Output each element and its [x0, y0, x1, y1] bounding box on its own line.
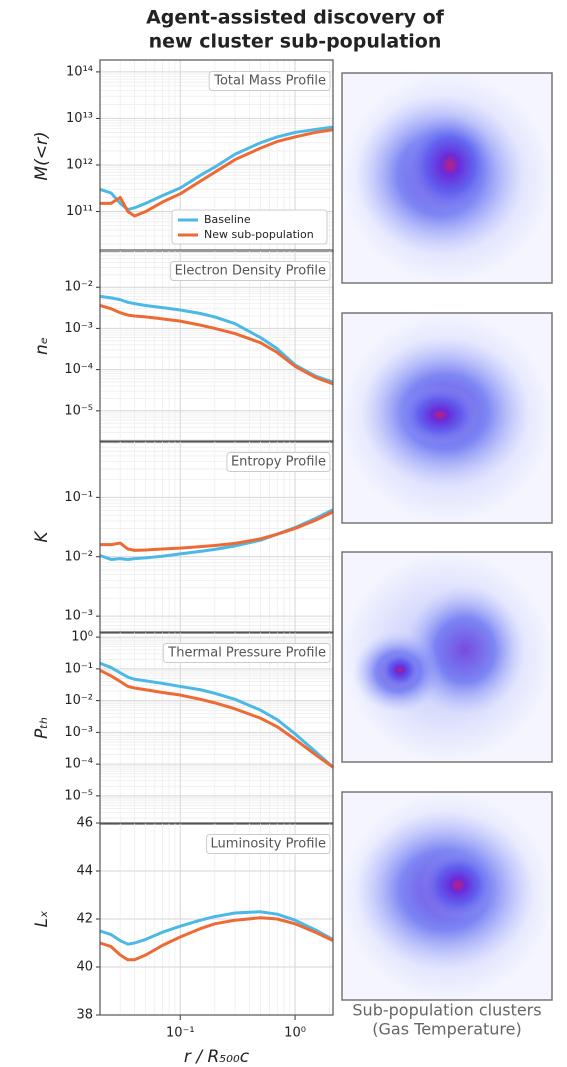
- y-tick-label: 46: [76, 816, 93, 831]
- annotation-box: [226, 452, 331, 472]
- caption: (Gas Temperature): [372, 1020, 521, 1039]
- y-tick-label: 38: [76, 1008, 93, 1023]
- annotation: Total Mass Profile: [213, 74, 326, 89]
- y-tick-label: 10⁻⁴: [64, 362, 93, 377]
- series-line: [99, 661, 334, 769]
- figure-title: new cluster sub-population: [149, 31, 442, 53]
- annotation: Entropy Profile: [231, 455, 326, 470]
- panel: 10⁻¹ 10⁰ 38 40 42 44 46 Luminosity Profile Lₓ r /…: [32, 816, 334, 1067]
- cluster-core: [380, 652, 420, 688]
- legend-box: [171, 209, 328, 245]
- y-tick-label: 40: [76, 960, 93, 975]
- y-axis-label: Lₓ: [32, 910, 52, 927]
- cluster-core: [405, 115, 495, 215]
- panel: 10⁻³ 10⁻² 10⁻¹ Entropy Profile K: [32, 440, 334, 634]
- x-tick-label: 10⁻¹: [166, 1026, 195, 1041]
- cluster-core: [400, 385, 480, 445]
- y-axis-label: K: [32, 530, 52, 543]
- y-tick-label: 10⁻¹: [64, 490, 93, 505]
- series-line: [99, 910, 334, 946]
- y-tick-label: 10⁻⁵: [64, 788, 93, 803]
- annotation-box: [170, 261, 331, 281]
- panel: 10¹¹ 10¹² 10¹³ 10¹⁴ Total Mass Profile M(<r) B…: [32, 59, 334, 253]
- series-line: [99, 304, 334, 386]
- y-tick-label: 44: [76, 864, 93, 879]
- legend-label: New sub-population: [204, 228, 314, 241]
- y-tick-label: 10⁻³: [64, 321, 93, 336]
- plot-frame: [99, 631, 334, 825]
- plot-frame: [99, 249, 334, 443]
- y-axis-label: nₑ: [32, 337, 52, 355]
- series-line: [99, 668, 334, 769]
- annotation: Electron Density Profile: [175, 264, 326, 279]
- series-line: [100, 128, 334, 218]
- figure-title: Agent-assisted discovery of: [146, 7, 445, 29]
- x-axis-label: r / R₅₀₀c: [184, 1047, 250, 1067]
- y-tick-label: 10⁻²: [64, 549, 93, 564]
- cluster-core: [420, 850, 496, 920]
- annotation: Luminosity Profile: [211, 837, 326, 852]
- y-tick-label: 10¹¹: [66, 204, 93, 219]
- panel: 10⁻⁵ 10⁻⁴ 10⁻³ 10⁻² 10⁻¹ 10⁰ Thermal Pressure …: [32, 630, 334, 825]
- caption: Sub-population clusters: [352, 1001, 541, 1020]
- series-line: [99, 916, 334, 962]
- annotation-box: [206, 834, 331, 854]
- annotation: Thermal Pressure Profile: [167, 646, 326, 661]
- y-axis-label: Pₜₕ: [32, 717, 52, 739]
- x-tick-label: 10⁰: [284, 1026, 306, 1041]
- y-tick-label: 10⁻³: [64, 609, 93, 624]
- y-tick-label: 10⁻⁴: [64, 757, 93, 772]
- y-tick-label: 10⁰: [71, 630, 93, 645]
- y-tick-label: 10¹²: [66, 157, 93, 172]
- y-tick-label: 10⁻²: [64, 693, 93, 708]
- plot-frame: [99, 822, 334, 1016]
- y-tick-label: 10⁻²: [64, 280, 93, 295]
- cluster-images: [341, 72, 553, 1001]
- y-tick-label: 10⁻¹: [64, 661, 93, 676]
- panel: 10⁻⁵ 10⁻⁴ 10⁻³ 10⁻² Electron Density Profile…: [32, 249, 334, 443]
- annotation-box: [162, 643, 331, 663]
- series-line: [100, 510, 334, 552]
- y-tick-label: 10⁻³: [64, 725, 93, 740]
- y-axis-label: M(<r): [32, 131, 52, 180]
- y-tick-label: 10¹³: [66, 111, 93, 126]
- y-tick-label: 42: [76, 912, 93, 927]
- legend-label: Baseline: [204, 213, 251, 226]
- series-line: [99, 294, 334, 384]
- y-tick-label: 10⁻⁵: [64, 403, 93, 418]
- plot-frame: [99, 440, 334, 634]
- y-tick-label: 10¹⁴: [66, 64, 93, 79]
- annotation-box: [208, 71, 331, 91]
